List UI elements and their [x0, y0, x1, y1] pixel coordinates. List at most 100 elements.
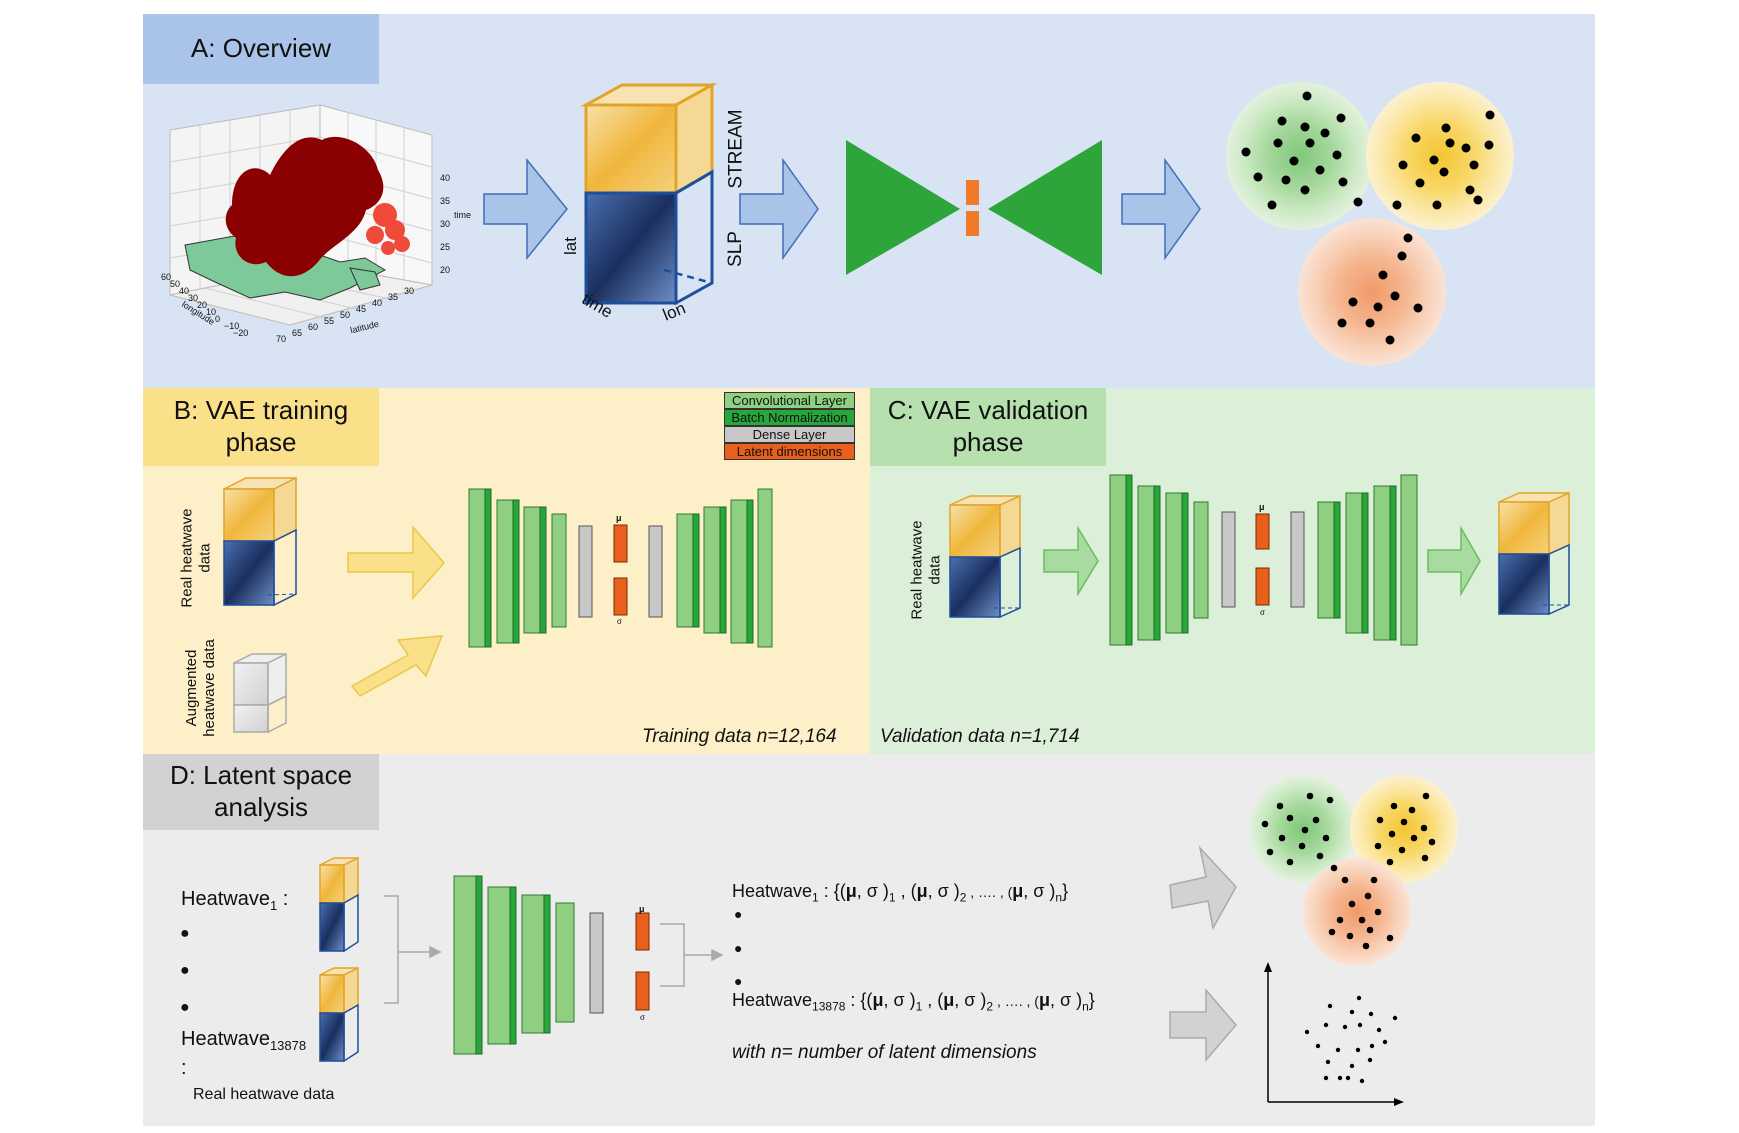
validation-mu: μ [1259, 502, 1265, 512]
data-point [1461, 143, 1471, 153]
data-point [1253, 172, 1263, 182]
data-point [1261, 820, 1269, 828]
data-point [1355, 1047, 1361, 1053]
data-point [1373, 302, 1383, 312]
latent-arrow-scatter [1169, 987, 1237, 1063]
dense-layer [1290, 511, 1305, 608]
latent-hw1-colon: : [277, 888, 289, 910]
eq1-s2: 2 [959, 890, 967, 905]
conv-layer [555, 902, 575, 1023]
data-point [1370, 876, 1378, 884]
legend-conv: Convolutional Layer [724, 392, 855, 409]
data-point [1336, 916, 1344, 924]
conv-layer [551, 513, 567, 628]
axis-label-time: time [454, 210, 472, 220]
legend-latent: Latent dimensions [724, 443, 855, 460]
data-point [1241, 147, 1251, 157]
data-point [1315, 165, 1325, 175]
conv-layer [1400, 474, 1418, 646]
data-point [1345, 1075, 1351, 1081]
data-point [1312, 816, 1320, 824]
eqN-sn: n [1082, 999, 1089, 1014]
batchnorm-layer [475, 875, 483, 1055]
eq1-sn: n [1055, 890, 1063, 905]
data-point [1428, 838, 1436, 846]
latent-eq-bullet-1: ● [734, 906, 743, 922]
cube-label-lat: lat [560, 237, 580, 255]
data-point [1301, 826, 1309, 834]
data-point [1376, 816, 1384, 824]
data-point [1469, 160, 1479, 170]
data-point [1337, 318, 1347, 328]
panel-b-title-line1: B: VAE training [173, 395, 349, 426]
data-point [1368, 1011, 1374, 1017]
latent-eq-n: Heatwave13878 : {(μ, σ )1 , (μ, σ )2 , …… [732, 990, 1095, 1014]
eqN-close: } [1088, 990, 1095, 1010]
overview-arrow-3 [1121, 157, 1201, 261]
training-real-label-1: Real heatwave [178, 508, 196, 608]
latent-bullet-3: ● [180, 999, 190, 1016]
panel-b-title: B: VAE training phase [143, 388, 379, 466]
validation-output-cube [1498, 491, 1570, 616]
data-point [1286, 814, 1294, 822]
dense-layer [648, 525, 663, 618]
batchnorm-layer [1125, 474, 1133, 646]
eq1-mu-1: μ [845, 881, 857, 901]
training-arrow-real [347, 524, 445, 600]
batchnorm-layer [1153, 485, 1161, 641]
batchnorm-layer [539, 506, 547, 634]
lon-tick-label: 50 [170, 279, 181, 289]
legend-batch: Batch Normalization [724, 409, 855, 426]
batchnorm-layer [1389, 485, 1397, 641]
latent-note: with n= number of latent dimensions [732, 1042, 1037, 1063]
latent-hwN-label: Heatwave13878: [181, 1028, 306, 1079]
latent-scatter-plot [1264, 962, 1404, 1106]
data-point [1378, 270, 1388, 280]
latent-real-label: Real heatwave data [193, 1086, 335, 1103]
data-point [1408, 806, 1416, 814]
eqN-sig-n: , σ ) [1049, 990, 1083, 1010]
data-point [1320, 128, 1330, 138]
lon-tick-label: −10 [224, 321, 240, 331]
batchnorm-layer [1181, 492, 1189, 634]
data-point [1300, 185, 1310, 195]
data-point [1342, 1024, 1348, 1030]
data-point [1358, 916, 1366, 924]
data-point [1305, 138, 1315, 148]
latent-hwN-colon: : [181, 1057, 187, 1079]
latent-layer [613, 577, 628, 616]
data-point [1330, 864, 1338, 872]
lon-tick-label: 10 [206, 307, 217, 317]
time-tick-label: 25 [440, 242, 451, 252]
latent-clusters [1249, 775, 1458, 966]
latent-layer [1255, 513, 1270, 550]
batchnorm-layer [484, 488, 492, 648]
validation-sigma: σ [1260, 608, 1265, 617]
latent-arrow-clusters [1169, 845, 1237, 931]
validation-real-label: Real heatwave data [909, 520, 945, 619]
training-aug-label-1: Augmented [182, 649, 200, 727]
training-note: Training data n=12,164 [642, 726, 837, 747]
panel-c-title-bg [870, 388, 1106, 466]
latent-hw1-name: Heatwave [181, 888, 270, 910]
data-point [1364, 892, 1372, 900]
data-point [1322, 834, 1330, 842]
overview-vae-shape [846, 140, 1102, 275]
data-point [1273, 138, 1283, 148]
cube-label-slp: SLP [724, 231, 746, 267]
eqN-s2: 2 [986, 999, 994, 1014]
data-point [1359, 1078, 1365, 1084]
time-tick-label: 20 [440, 265, 451, 275]
time-tick-label: 30 [440, 219, 451, 229]
data-point [1422, 792, 1430, 800]
eq1-dots: , …. , ( [966, 884, 1013, 900]
data-point [1441, 123, 1451, 133]
data-point [1374, 842, 1382, 850]
panel-a-title-bg [143, 14, 379, 84]
panel-d-title-line1: D: Latent space [169, 760, 353, 791]
batchnorm-layer [512, 499, 520, 644]
data-point [1382, 1039, 1388, 1045]
data-point [1335, 1047, 1341, 1053]
overview-arrow-1 [483, 157, 568, 261]
lon-tick-label: 30 [188, 293, 199, 303]
